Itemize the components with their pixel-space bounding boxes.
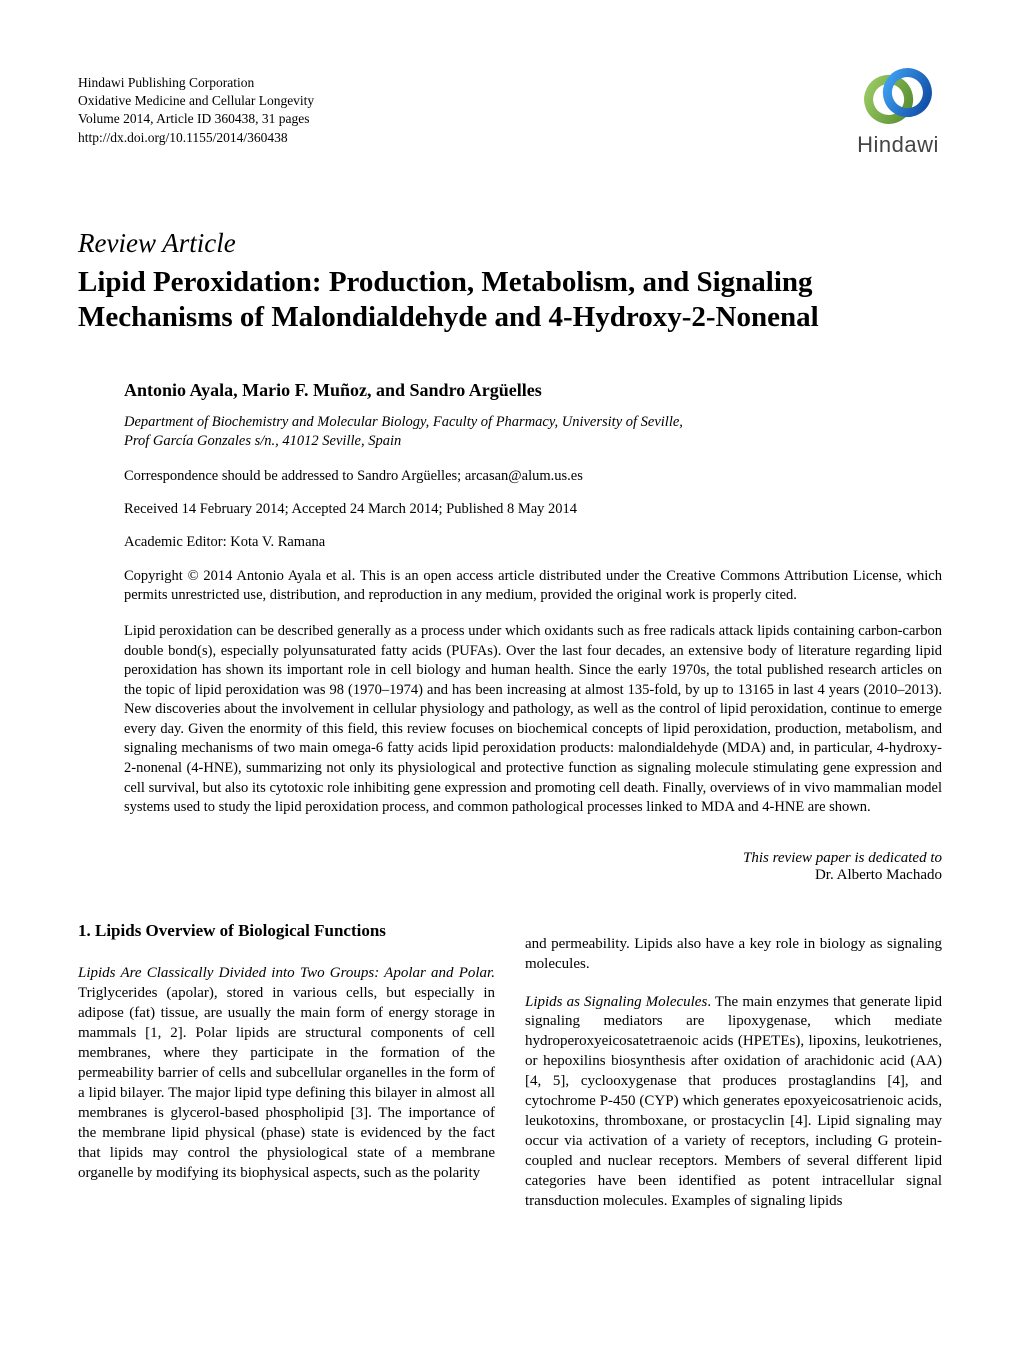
dedication: This review paper is dedicated to Dr. Al… [78, 850, 942, 884]
dedication-line2: Dr. Alberto Machado [815, 867, 942, 883]
right-body: . The main enzymes that generate lipid s… [525, 994, 942, 1209]
authors: Antonio Ayala, Mario F. Muñoz, and Sandr… [124, 380, 942, 401]
left-body: Triglycerides (apolar), stored in variou… [78, 985, 495, 1180]
right-column: and permeability. Lipids also have a key… [525, 920, 942, 1212]
right-runin: Lipids as Signaling Molecules [525, 994, 707, 1010]
abstract: Lipid peroxidation can be described gene… [124, 622, 942, 818]
affiliation: Department of Biochemistry and Molecular… [124, 413, 942, 452]
left-column: 1. Lipids Overview of Biological Functio… [78, 920, 495, 1212]
section-1-heading: 1. Lipids Overview of Biological Functio… [78, 920, 495, 943]
hindawi-logo: Hindawi [854, 68, 942, 158]
doi-url: http://dx.doi.org/10.1155/2014/360438 [78, 129, 314, 147]
article-dates: Received 14 February 2014; Accepted 24 M… [124, 501, 942, 518]
copyright-notice: Copyright © 2014 Antonio Ayala et al. Th… [124, 567, 942, 606]
affiliation-line1: Department of Biochemistry and Molecular… [124, 413, 942, 433]
volume-info: Volume 2014, Article ID 360438, 31 pages [78, 110, 314, 128]
publisher-info: Hindawi Publishing Corporation Oxidative… [78, 74, 314, 147]
hindawi-rings-icon [854, 68, 942, 124]
hindawi-logo-text: Hindawi [854, 132, 942, 158]
article-type: Review Article [78, 228, 942, 259]
left-runin: Lipids Are Classically Divided into Two … [78, 965, 495, 981]
affiliation-line2: Prof García Gonzales s/n., 41012 Seville… [124, 432, 942, 452]
left-paragraph: Lipids Are Classically Divided into Two … [78, 964, 495, 1183]
article-title: Lipid Peroxidation: Production, Metaboli… [78, 265, 942, 336]
right-paragraph: Lipids as Signaling Molecules. The main … [525, 993, 942, 1212]
dedication-line1: This review paper is dedicated to [743, 850, 942, 866]
body-columns: 1. Lipids Overview of Biological Functio… [78, 920, 942, 1212]
academic-editor: Academic Editor: Kota V. Ramana [124, 534, 942, 551]
header: Hindawi Publishing Corporation Oxidative… [78, 74, 942, 158]
right-top-paragraph: and permeability. Lipids also have a key… [525, 935, 942, 975]
journal-name: Oxidative Medicine and Cellular Longevit… [78, 92, 314, 110]
publisher-name: Hindawi Publishing Corporation [78, 74, 314, 92]
correspondence: Correspondence should be addressed to Sa… [124, 468, 942, 485]
